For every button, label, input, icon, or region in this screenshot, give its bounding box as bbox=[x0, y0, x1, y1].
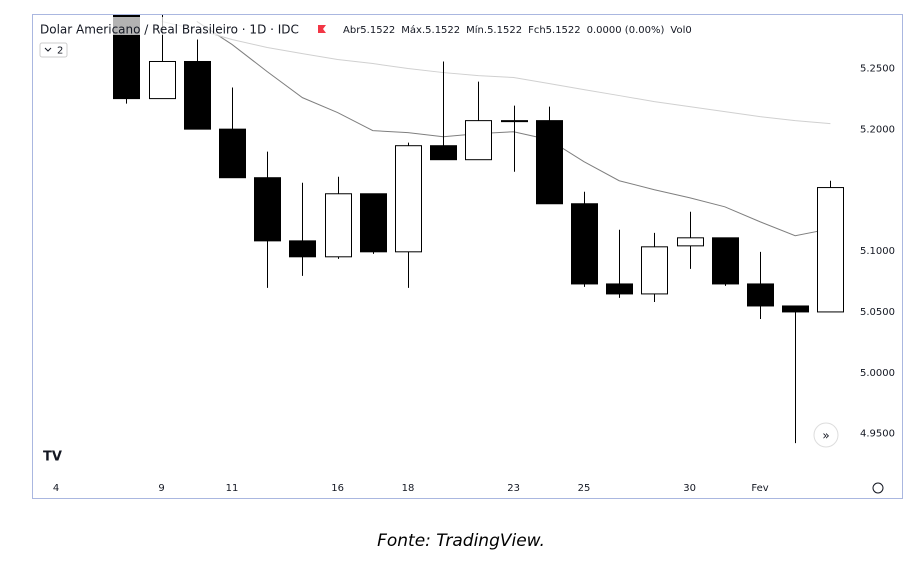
candle-body bbox=[712, 237, 739, 285]
x-tick-label: 4 bbox=[53, 483, 59, 494]
candle-body bbox=[571, 203, 598, 285]
indicator-toggle[interactable] bbox=[39, 42, 68, 58]
x-tick-label: Fev bbox=[751, 483, 768, 494]
y-tick-label: 5.0000 bbox=[860, 368, 895, 379]
candle-body bbox=[149, 60, 176, 100]
candle-body bbox=[395, 145, 422, 253]
candle-body bbox=[254, 177, 281, 242]
y-tick-label: 5.0500 bbox=[860, 307, 895, 318]
chart-title: Dolar Americano / Real Brasileiro · 1D ·… bbox=[40, 23, 299, 37]
candle-body bbox=[360, 193, 387, 253]
ohlc-legend: Abr5.1522 Máx.5.1522 Mín.5.1522 Fch5.1522 0.… bbox=[343, 24, 692, 36]
x-tick-label: 16 bbox=[331, 483, 344, 494]
ohlc-legend-item: Abr5.1522 bbox=[343, 25, 395, 36]
candle-body bbox=[325, 193, 352, 258]
x-tick-label: 9 bbox=[158, 483, 164, 494]
y-tick-label: 5.2000 bbox=[860, 124, 895, 135]
candle-body bbox=[606, 283, 633, 295]
ohlc-legend-item: Mín.5.1522 bbox=[466, 24, 522, 36]
candle-body bbox=[747, 283, 774, 307]
candle-body bbox=[289, 240, 316, 258]
y-tick-label: 4.9500 bbox=[860, 429, 895, 440]
candle-body bbox=[536, 120, 563, 205]
moving-average-line bbox=[161, 20, 831, 125]
legend-backdrop bbox=[34, 17, 674, 35]
x-tick-label: 30 bbox=[683, 483, 696, 494]
indicator-count: 2 bbox=[57, 46, 63, 57]
ohlc-legend-item: 0.0000 (0.00%) bbox=[587, 25, 665, 36]
x-tick-label: 25 bbox=[578, 483, 591, 494]
candle-body bbox=[677, 237, 704, 247]
market-flag bbox=[318, 25, 326, 33]
candle-body bbox=[219, 128, 246, 179]
candle-body bbox=[501, 120, 528, 123]
ohlc-legend-item: Máx.5.1522 bbox=[401, 24, 460, 36]
candle-body bbox=[817, 187, 844, 313]
x-tick-label: 11 bbox=[226, 483, 239, 494]
chart-frame bbox=[32, 14, 903, 499]
y-tick-label: 5.1000 bbox=[860, 246, 895, 257]
ohlc-legend-item: Vol0 bbox=[670, 25, 691, 36]
candle-body bbox=[782, 305, 809, 313]
tradingview-logo[interactable]: TV bbox=[43, 450, 62, 465]
scroll-button[interactable] bbox=[813, 422, 839, 448]
settings-icon[interactable] bbox=[872, 482, 884, 494]
plot-area bbox=[113, 15, 844, 444]
scroll-icon: » bbox=[822, 429, 829, 443]
ohlc-legend-item: Fch5.1522 bbox=[528, 25, 581, 36]
candle-body bbox=[184, 60, 211, 130]
chevron-icon bbox=[44, 47, 52, 52]
caption: Fonte: TradingView. bbox=[377, 531, 545, 551]
candle-body bbox=[641, 246, 668, 295]
x-tick-label: 23 bbox=[507, 483, 520, 494]
candle-body bbox=[430, 145, 457, 161]
candle-body bbox=[465, 120, 492, 161]
y-tick-label: 5.2500 bbox=[860, 64, 895, 75]
moving-average-line bbox=[196, 21, 831, 237]
x-tick-label: 18 bbox=[402, 483, 415, 494]
